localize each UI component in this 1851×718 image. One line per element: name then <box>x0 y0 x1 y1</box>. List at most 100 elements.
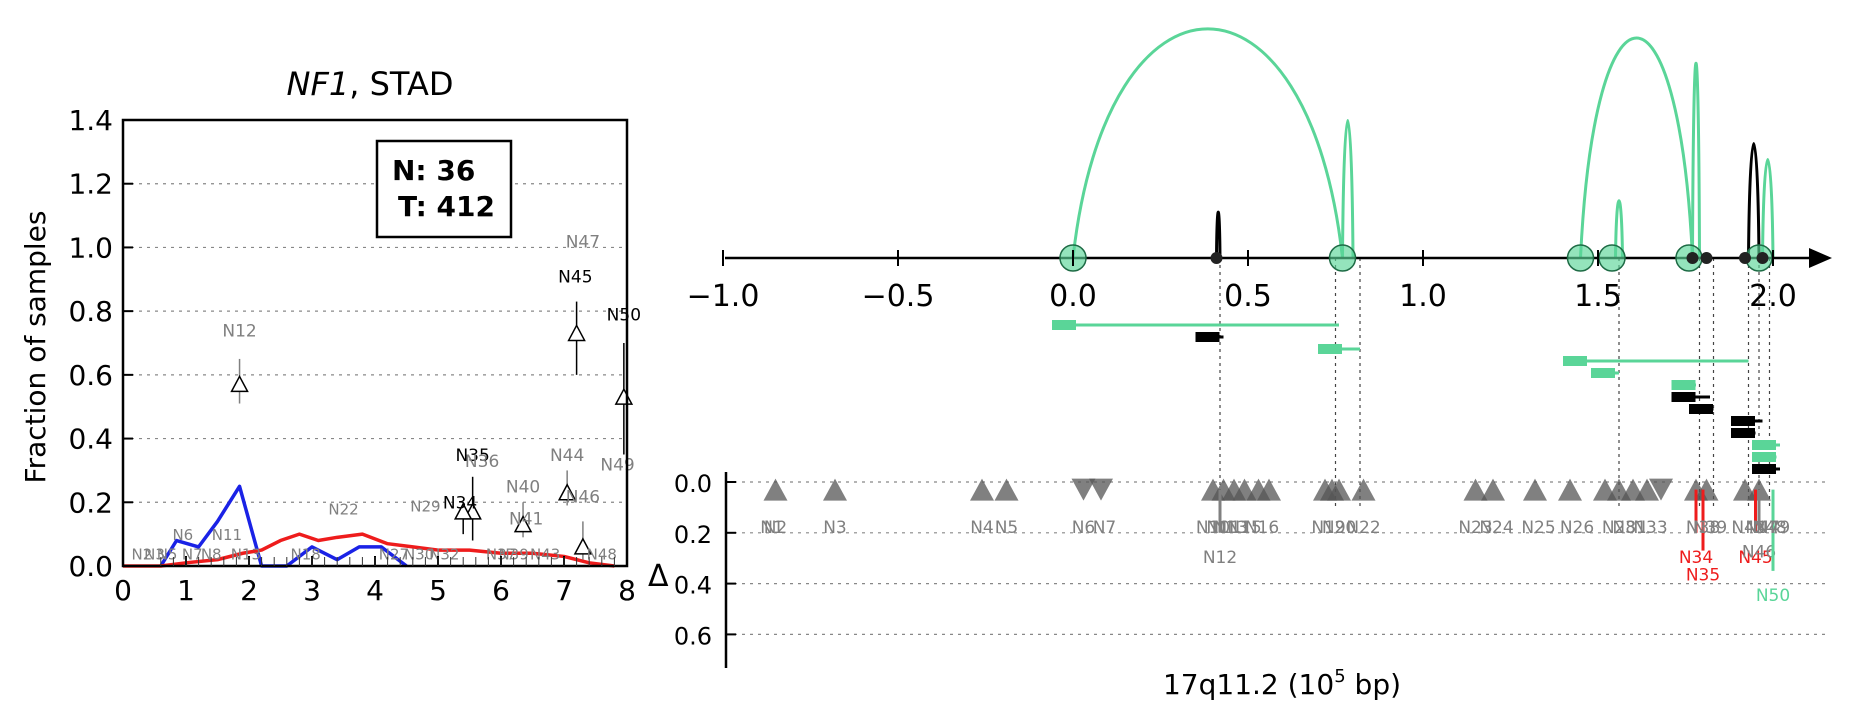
left-point-label: N45 <box>558 267 592 287</box>
right-marker-up <box>1694 478 1719 501</box>
right-node-label: N10 <box>1196 518 1230 538</box>
right-node-label: N5 <box>995 518 1019 538</box>
left-point-marker <box>567 323 586 342</box>
left-point-label: N12 <box>222 322 256 342</box>
left-point-label: N35 <box>455 446 489 466</box>
right-node-label: N2 <box>764 518 788 538</box>
right-x-tick-label: 0.0 <box>1049 279 1097 314</box>
left-bottom-label: N39 <box>498 545 528 563</box>
delta-ticks: 0.0 0.2 0.4 0.6 <box>674 470 736 650</box>
right-segment-block-black <box>1731 416 1755 426</box>
right-marker-up <box>1327 478 1351 501</box>
right-arcs <box>1071 27 1775 259</box>
right-node-label: N16 <box>1245 518 1279 538</box>
right-node-label: N22 <box>1346 518 1380 538</box>
right-node-label: N23 <box>1458 518 1492 538</box>
left-x-tick-label: 6 <box>492 574 510 607</box>
right-marker-up <box>970 478 994 501</box>
right-segment-block-green <box>1563 356 1587 366</box>
delta-tick-label: 0.2 <box>674 521 712 549</box>
right-node-circle <box>1328 244 1357 272</box>
left-plot-frame <box>121 118 629 568</box>
right-node-label: N31 <box>1612 518 1646 538</box>
right-node-label: N13 <box>1213 518 1247 538</box>
left-bottom-label: N18 <box>291 545 321 563</box>
right-xlabel: 17q11.2 (105 bp) <box>1163 666 1401 701</box>
right-marker-up <box>994 478 1019 501</box>
left-bottom-label: N48 <box>587 545 617 563</box>
right-node-label: N26 <box>1560 518 1594 538</box>
left-y-tick-label: 0.2 <box>68 486 113 519</box>
left-x-tick-label: 2 <box>240 574 258 607</box>
right-node-dot <box>1739 252 1751 264</box>
right-marker-up <box>1463 478 1488 501</box>
right-node-label: N3 <box>823 518 847 538</box>
right-marker-up <box>1523 478 1547 501</box>
right-stem-label: N34 <box>1679 548 1713 568</box>
right-node-label: N19 <box>1311 518 1345 538</box>
right-node-label: N7 <box>1093 518 1117 538</box>
right-xlabel-sup: 5 <box>1334 666 1345 687</box>
left-point-label: N44 <box>550 446 584 466</box>
left-x-ticks: 0 1 2 3 4 5 6 7 8 <box>114 556 636 607</box>
right-panel: −1.0 −0.5 0.0 0.5 1.0 1.5 2.0 Δ 0.0 0.2 0.4 0.6 N… <box>648 27 1832 701</box>
right-arc-green <box>1614 199 1624 259</box>
genome-axis-arrow <box>1809 248 1832 268</box>
left-panel: NF1, STAD Fraction of samples N12N45N50N… <box>19 65 641 607</box>
delta-tick-label: 0.4 <box>674 572 712 600</box>
left-x-tick-label: 3 <box>303 574 321 607</box>
left-title-suffix: , STAD <box>349 65 453 103</box>
left-point-label: N41 <box>509 510 543 530</box>
left-y-tick-label: 1.4 <box>68 104 113 137</box>
left-y-tick-label: 0.8 <box>68 295 113 328</box>
right-marker-down <box>1649 478 1673 501</box>
right-segment-block-green <box>1318 344 1342 354</box>
right-arc-green <box>1341 119 1355 259</box>
left-y-tick-label: 0.4 <box>68 423 113 456</box>
left-y-tick-label: 0.6 <box>68 359 113 392</box>
right-stem-label: N50 <box>1756 586 1790 606</box>
right-segment-block-black <box>1689 404 1713 414</box>
right-node-dot <box>1210 252 1223 264</box>
right-arc-green <box>1579 36 1694 259</box>
right-segment-block-green <box>1671 380 1696 390</box>
right-marker-up <box>1257 478 1281 501</box>
right-xlabel-main: 17q11.2 (10 <box>1163 668 1334 701</box>
right-x-tick-label: −0.5 <box>862 279 935 314</box>
right-node-label: N1 <box>760 518 784 538</box>
left-bottom-label: N22 <box>328 501 358 519</box>
left-bottom-label: N2 <box>132 545 153 563</box>
right-node-label: N24 <box>1479 518 1513 538</box>
right-segments <box>1052 320 1780 474</box>
left-title: NF1, STAD <box>287 65 454 103</box>
left-x-tick-label: 7 <box>555 574 573 607</box>
left-point-label: N46 <box>566 487 600 507</box>
right-stem-label: N46 <box>1742 543 1776 563</box>
left-y-ticks: 0.0 0.2 0.4 0.6 0.8 1.0 1.2 1.4 <box>68 104 133 583</box>
right-marker-up <box>1558 478 1582 501</box>
right-segment-block-black <box>1671 392 1696 402</box>
delta-grid <box>726 481 1830 636</box>
left-y-tick-label: 0.0 <box>68 550 113 583</box>
right-xlabel-end: bp) <box>1346 668 1401 701</box>
right-node-label: N28 <box>1602 518 1636 538</box>
left-point-label: N36 <box>465 452 499 472</box>
right-segment-block-black <box>1195 332 1220 342</box>
left-bottom-label: N37 <box>486 545 516 563</box>
right-marker-up <box>763 478 788 501</box>
right-x-tick-label: 0.5 <box>1224 279 1272 314</box>
right-markers <box>763 478 1771 501</box>
right-marker-up <box>823 478 847 501</box>
right-marker-up <box>1481 478 1505 501</box>
left-bottom-label: N32 <box>429 545 459 563</box>
right-arc-green <box>1071 27 1344 259</box>
right-marker-down <box>1071 478 1096 501</box>
right-marker-up <box>1351 478 1376 501</box>
right-node-label: N15 <box>1227 518 1261 538</box>
left-y-tick-label: 1.2 <box>68 168 113 201</box>
right-node-label: N6 <box>1072 518 1096 538</box>
right-node-label: N4 <box>970 518 994 538</box>
